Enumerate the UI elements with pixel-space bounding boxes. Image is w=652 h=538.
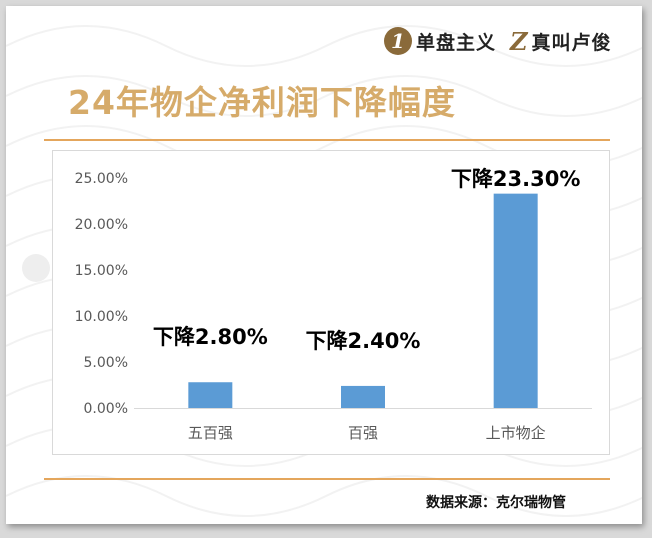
bar-data-label: 下降2.80%	[153, 325, 268, 349]
bottom-divider	[44, 478, 610, 480]
data-source-note: 数据来源：克尔瑞物管	[426, 495, 566, 511]
brand-name-1: 单盘主义	[416, 31, 497, 54]
y-tick-label: 25.00%	[75, 171, 128, 187]
bar	[341, 385, 385, 408]
bar-chart: 0.00% 5.00% 10.00% 15.00% 20.00% 25.00% 五百强 下降2…	[52, 150, 610, 455]
bar-data-label: 下降2.40%	[306, 329, 421, 353]
top-divider	[44, 139, 610, 141]
y-tick-label: 10.00%	[75, 309, 128, 325]
brand-logos: 1 单盘主义 Z 真叫卢俊	[384, 24, 634, 58]
y-tick-label: 15.00%	[75, 263, 128, 279]
brand-z-logo-icon: Z	[510, 26, 528, 56]
x-tick-label: 上市物企	[486, 424, 546, 442]
chart-title: 24年物企净利润下降幅度	[68, 83, 456, 122]
x-tick-label: 五百强	[188, 424, 233, 442]
x-tick-label: 百强	[348, 424, 378, 442]
bar-data-label: 下降23.30%	[451, 167, 580, 191]
bar	[493, 193, 538, 408]
y-tick-label: 5.00%	[84, 355, 128, 371]
brand-name-2: 真叫卢俊	[531, 31, 612, 54]
brand-logo-icon: 1	[384, 27, 412, 55]
y-tick-label: 0.00%	[84, 401, 128, 417]
y-tick-label: 20.00%	[75, 217, 128, 233]
bar	[188, 382, 233, 408]
chart-card: 1 单盘主义 Z 真叫卢俊 24年物企净利润下降幅度 0.00% 5.00% 10.…	[6, 6, 642, 524]
bar-chart-svg: 0.00% 5.00% 10.00% 15.00% 20.00% 25.00% 五百强 下降2…	[52, 150, 610, 455]
